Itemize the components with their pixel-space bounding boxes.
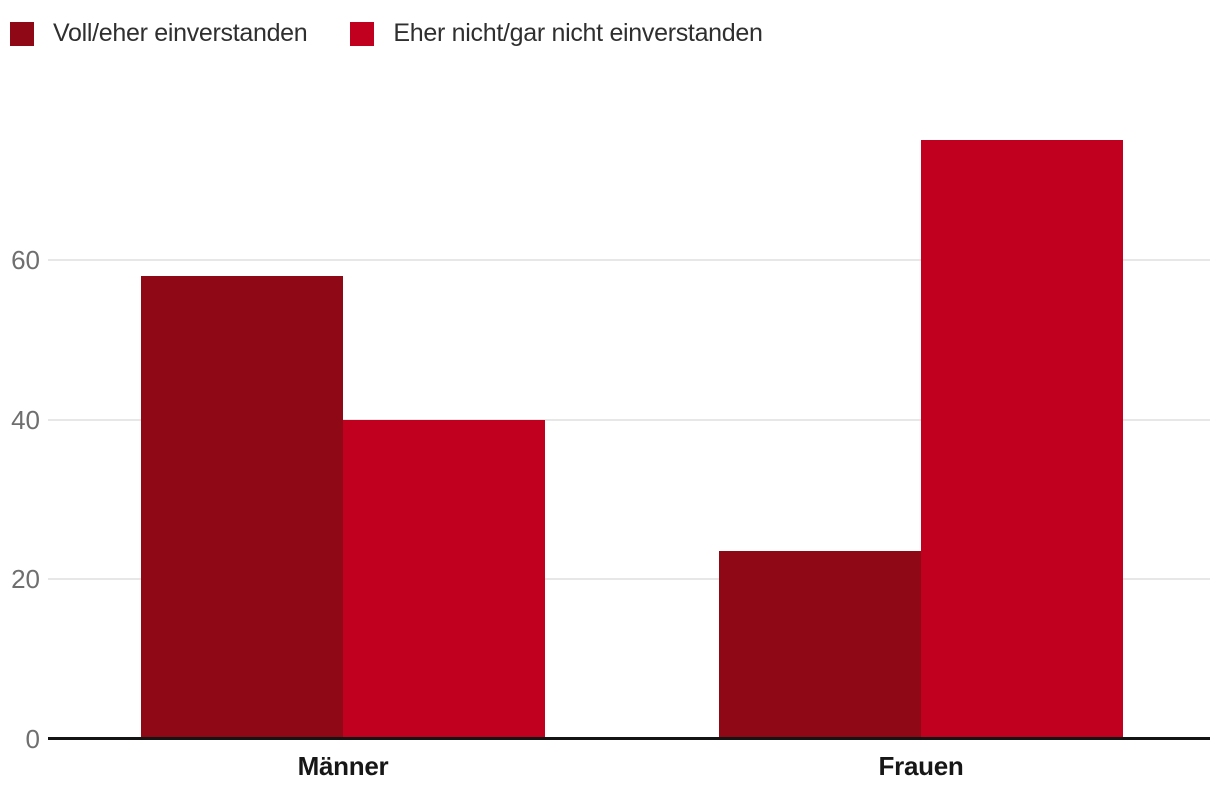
gridline: [48, 578, 1210, 580]
y-axis-tick-label: 0: [25, 724, 40, 754]
legend-swatch-agree-icon: [10, 21, 34, 46]
x-axis-line: [48, 737, 1210, 740]
bar: [719, 551, 921, 739]
legend-item-agree: Voll/eher einverstanden: [10, 19, 308, 48]
legend: Voll/eher einverstanden Eher nicht/gar n…: [10, 19, 763, 48]
legend-label-agree: Voll/eher einverstanden: [53, 19, 308, 47]
bar: [141, 276, 343, 739]
legend-item-disagree: Eher nicht/gar nicht einverstanden: [350, 19, 763, 48]
y-axis-tick-label: 60: [11, 245, 40, 275]
gridline: [48, 259, 1210, 261]
x-axis-category-label: Frauen: [878, 751, 964, 781]
y-axis-tick-label: 40: [11, 405, 40, 435]
x-axis-category-label: Männer: [297, 751, 389, 781]
legend-swatch-disagree-icon: [350, 21, 375, 46]
legend-label-disagree: Eher nicht/gar nicht einverstanden: [393, 19, 763, 47]
bar: [343, 420, 545, 739]
y-axis-tick-label: 20: [11, 564, 40, 594]
gridline: [48, 419, 1210, 421]
bar: [921, 140, 1123, 739]
